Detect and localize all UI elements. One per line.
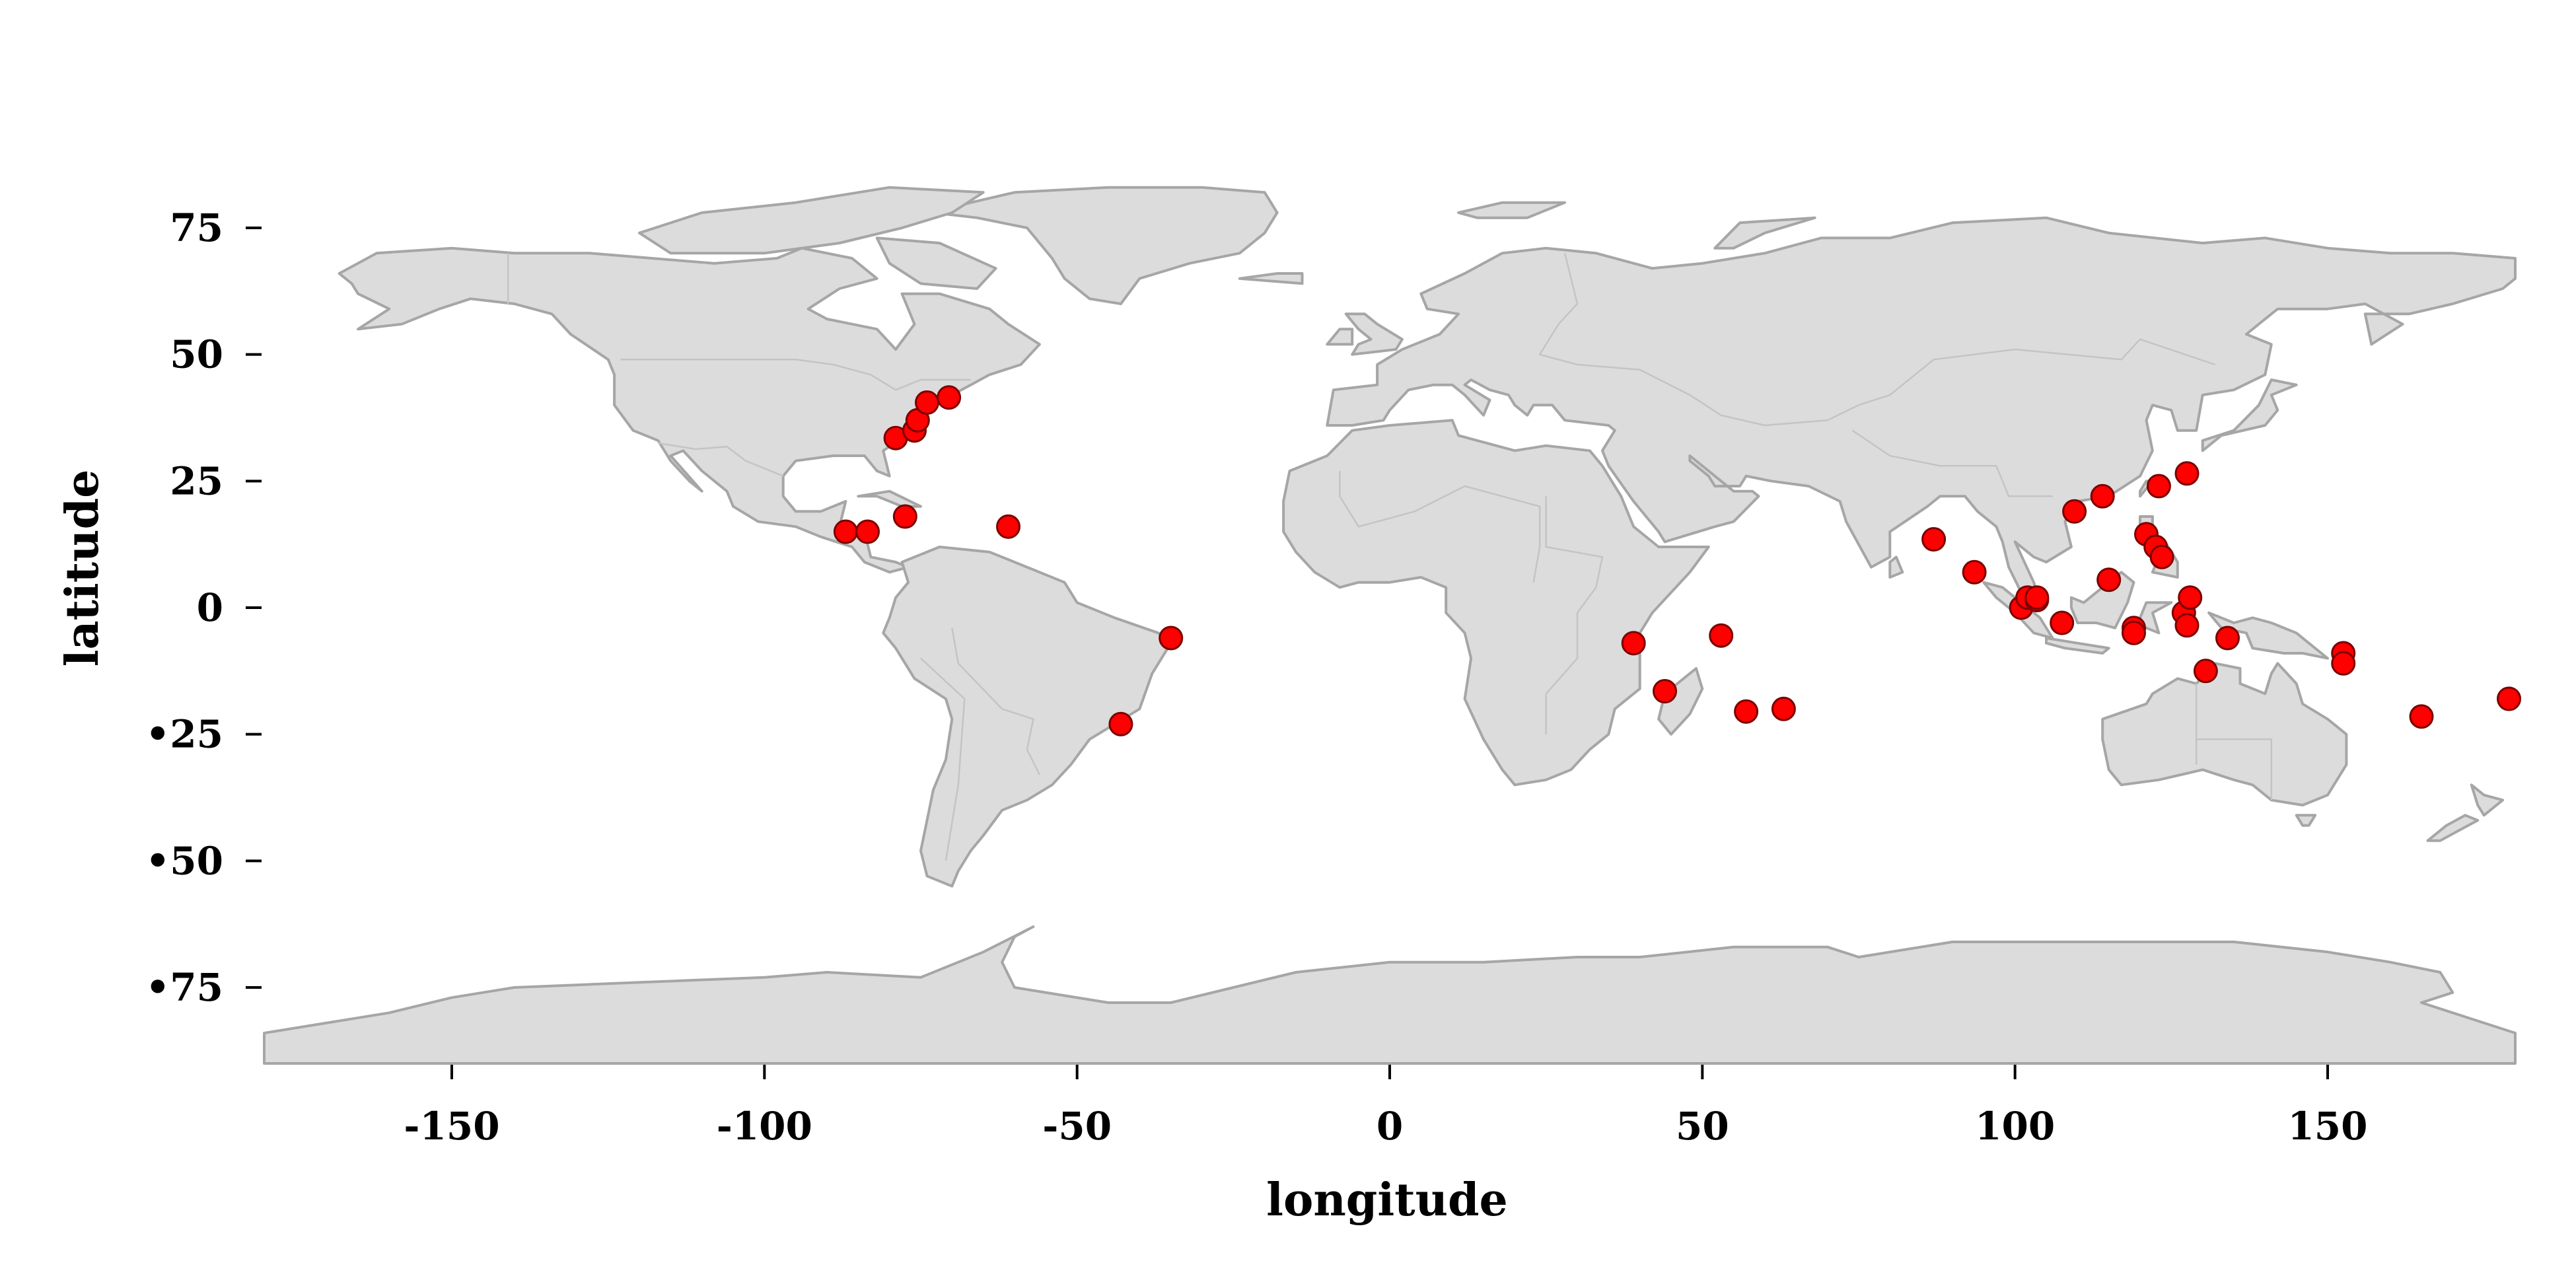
- data-point: [937, 385, 962, 410]
- data-point: [833, 519, 858, 544]
- y-tick-label: 50: [170, 332, 223, 377]
- data-point: [892, 504, 917, 529]
- land-greenland: [931, 186, 1279, 305]
- data-point: [1962, 559, 1987, 585]
- x-tick-label: 0: [1377, 1104, 1403, 1149]
- land-japan: [2201, 378, 2298, 452]
- border-andes: [920, 657, 966, 861]
- data-point: [2050, 610, 2075, 635]
- land-madagascar: [1657, 667, 1704, 736]
- land-new-guinea: [2207, 611, 2329, 660]
- data-point: [2024, 585, 2050, 610]
- x-tick-label: 50: [1676, 1104, 1729, 1149]
- land-australia: [2101, 662, 2348, 806]
- data-points: [833, 385, 2521, 736]
- y-tick-label: •25: [145, 712, 223, 757]
- land-nz-south: [2426, 814, 2480, 842]
- data-point: [915, 390, 939, 415]
- land-masses: [263, 186, 2517, 1065]
- data-point: [855, 519, 880, 544]
- land-tasmania: [2295, 814, 2317, 827]
- x-tick-label: -150: [404, 1104, 499, 1149]
- data-point: [2090, 483, 2115, 509]
- data-point: [2215, 626, 2240, 651]
- y-axis-ticks: 75 50 25 0 •25 •50 •75: [145, 205, 262, 1010]
- y-tick-label: •75: [145, 965, 223, 1010]
- y-tick-label: •50: [145, 838, 223, 883]
- y-axis-label: latitude: [56, 470, 109, 667]
- x-tick-label: -100: [717, 1104, 812, 1149]
- data-point: [2497, 686, 2521, 711]
- land-java: [2045, 637, 2110, 655]
- land-arctic-islands: [638, 186, 985, 255]
- land-north-america: [338, 246, 1041, 574]
- land-antarctica: [263, 925, 2517, 1065]
- land-svalbard: [1457, 201, 1567, 219]
- land-eurasia: [1326, 216, 2517, 604]
- border-australia-int2: [2196, 738, 2273, 801]
- data-point: [996, 514, 1020, 539]
- land-sri-lanka: [1888, 555, 1904, 579]
- data-point: [1771, 696, 1796, 721]
- y-tick-label: 75: [170, 205, 223, 250]
- y-tick-label: 0: [197, 585, 223, 630]
- land-nz-north: [2470, 783, 2505, 817]
- border-china-india: [1851, 429, 2053, 497]
- x-axis-ticks: -150 -100 -50 0 50 100 150: [404, 1065, 2368, 1149]
- border-sahara-west: [1339, 471, 1541, 583]
- data-point: [2096, 567, 2122, 592]
- x-tick-label: 150: [2287, 1104, 2367, 1149]
- data-point: [2174, 461, 2200, 486]
- border-us-mexico: [658, 442, 784, 477]
- land-ireland: [1326, 328, 1354, 346]
- data-point: [2146, 474, 2171, 499]
- data-point: [2149, 544, 2174, 569]
- data-point: [1921, 527, 1947, 552]
- data-point: [2331, 651, 2356, 676]
- x-tick-label: -50: [1042, 1104, 1112, 1149]
- data-point: [2122, 620, 2146, 645]
- land-cuba: [857, 489, 922, 508]
- border-south-america-int: [951, 627, 1041, 775]
- land-iceland: [1238, 272, 1304, 285]
- land-africa: [1282, 419, 1710, 787]
- border-us-canada: [620, 359, 971, 391]
- land-great-britain: [1344, 312, 1404, 356]
- y-tick-label: 25: [170, 458, 223, 503]
- data-point: [1159, 626, 1184, 651]
- data-point: [2174, 613, 2200, 638]
- data-point: [1709, 623, 1734, 648]
- land-baffin: [875, 236, 997, 290]
- data-point: [2062, 499, 2087, 524]
- x-axis-label: longitude: [1266, 1174, 1508, 1227]
- data-point: [2193, 659, 2218, 684]
- data-point: [1621, 631, 1646, 656]
- data-point: [2409, 704, 2434, 729]
- land-novaya-zemlya: [1713, 216, 1816, 250]
- data-point: [1653, 679, 1677, 703]
- country-borders: [507, 253, 2273, 861]
- data-point: [2178, 585, 2203, 610]
- border-africa-east: [1545, 496, 1604, 734]
- data-point: [1108, 711, 1133, 736]
- x-tick-label: 100: [1975, 1104, 2055, 1149]
- border-europe-russia: [1538, 253, 2215, 427]
- data-point: [1734, 699, 1759, 724]
